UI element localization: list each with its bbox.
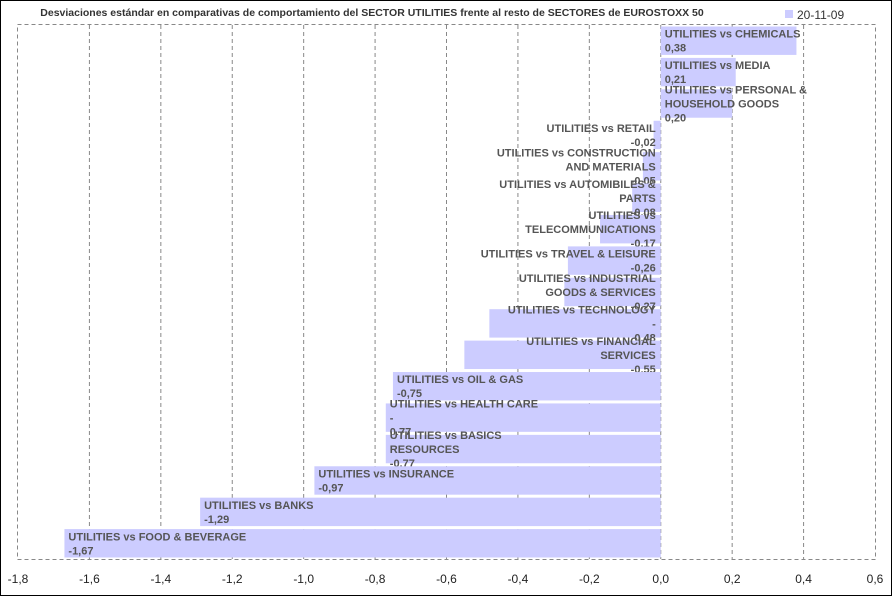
bar <box>564 277 661 307</box>
x-tick-label: -1,6 <box>79 572 100 586</box>
bar-label: UTILITIES vs FINANCIAL <box>526 336 656 348</box>
bar-label: UTILITIES vs CONSTRUCTION <box>497 147 656 159</box>
bar-label: -1,67 <box>68 545 93 557</box>
bar <box>567 246 661 275</box>
bar-label: UTILITIES vs TRAVEL & LEISURE <box>481 249 656 261</box>
x-tick-label: -1,0 <box>293 572 314 586</box>
x-tick-label: 0,6 <box>867 572 884 586</box>
bar-label: UTILITIES vs CHEMICALS <box>665 29 801 41</box>
bar <box>314 466 661 495</box>
bar-label: UTILITIES vs INSURANCE <box>318 468 454 480</box>
bar <box>200 497 661 527</box>
bar-label: UTILITIES vs <box>589 210 656 222</box>
bar-label: UTILITIES vs INDUSTRIAL <box>519 273 656 285</box>
bar-label: UTILITIES vs PERSONAL & <box>665 85 807 97</box>
plot-area <box>17 24 876 560</box>
bar-label: UTILITIES vs TECHNOLOGY <box>508 304 657 316</box>
bar <box>660 89 733 118</box>
x-tick-label: -0,4 <box>508 572 529 586</box>
bar <box>64 529 661 558</box>
bar <box>653 120 661 150</box>
bar-label: -0,26 <box>631 263 656 275</box>
bar-label: UTILITIES vs AUTOMIBILES & <box>499 179 656 191</box>
x-tick-label: -1,2 <box>222 572 243 586</box>
bar-label: UTILITIES vs OIL & GAS <box>397 374 523 386</box>
bar <box>600 214 661 244</box>
bar <box>464 340 661 370</box>
bar-label: UTILITIES vs BASICS <box>390 430 502 442</box>
bar-label: 0,38 <box>665 43 686 55</box>
bar-label: RESOURCES <box>390 444 460 456</box>
bar-label: UTILITIES vs BANKS <box>204 500 313 512</box>
legend-label: 20-11-09 <box>797 8 844 22</box>
bar-label: GOODS & SERVICES <box>545 287 655 299</box>
bar-label: UTILITIES vs HEALTH CARE <box>390 399 538 411</box>
bar-label: -1,29 <box>204 514 229 526</box>
bar-label: -0,02 <box>631 137 656 149</box>
legend-swatch <box>785 10 793 18</box>
bars: UTILITIES vs CHEMICALS 0,38 UTILITIES vs M… <box>64 26 807 558</box>
x-tick-label: 0,0 <box>652 572 669 586</box>
bar-label: -0,97 <box>318 482 343 494</box>
bar-label: UTILITIES vs MEDIA <box>665 60 771 72</box>
bar-label: UTILITIES vs FOOD & BEVERAGE <box>68 531 246 543</box>
bar <box>660 57 736 87</box>
bar-label: PARTS <box>619 193 655 205</box>
bar-label: 0,20 <box>665 113 686 125</box>
bar <box>385 434 661 464</box>
bar-label: HOUSEHOLD GOODS <box>665 99 779 111</box>
x-tick-label: -0,2 <box>579 572 600 586</box>
x-tick-label: 0,4 <box>795 572 812 586</box>
bar-label: SERVICES <box>600 350 655 362</box>
bar-label: TELECOMMUNICATIONS <box>525 224 656 236</box>
bar <box>632 183 661 212</box>
chart-title: Desviaciones estándar en comparativas de… <box>40 7 704 19</box>
bar <box>489 309 661 338</box>
x-tick-label: -0,8 <box>365 572 386 586</box>
bar <box>392 372 661 401</box>
x-tick-label: 0,2 <box>724 572 741 586</box>
bar <box>660 26 797 55</box>
x-tick-label: -1,4 <box>150 572 171 586</box>
bar-label: - <box>390 413 394 425</box>
bar-label: 0,21 <box>665 74 686 86</box>
bar-label: AND MATERIALS <box>566 161 656 173</box>
bar-label: - <box>652 318 656 330</box>
bar <box>642 152 661 181</box>
bar-label: -0,75 <box>397 388 422 400</box>
bar <box>385 403 661 432</box>
x-axis-ticks: -1,8 -1,6 -1,4 -1,2 -1,0 -0,8 -0,6 -0,4 -0,2 0,0 0… <box>8 572 884 586</box>
bar-label: UTILITIES vs RETAIL <box>547 123 656 135</box>
x-tick-label: -1,8 <box>8 572 29 586</box>
x-tick-label: -0,6 <box>436 572 457 586</box>
